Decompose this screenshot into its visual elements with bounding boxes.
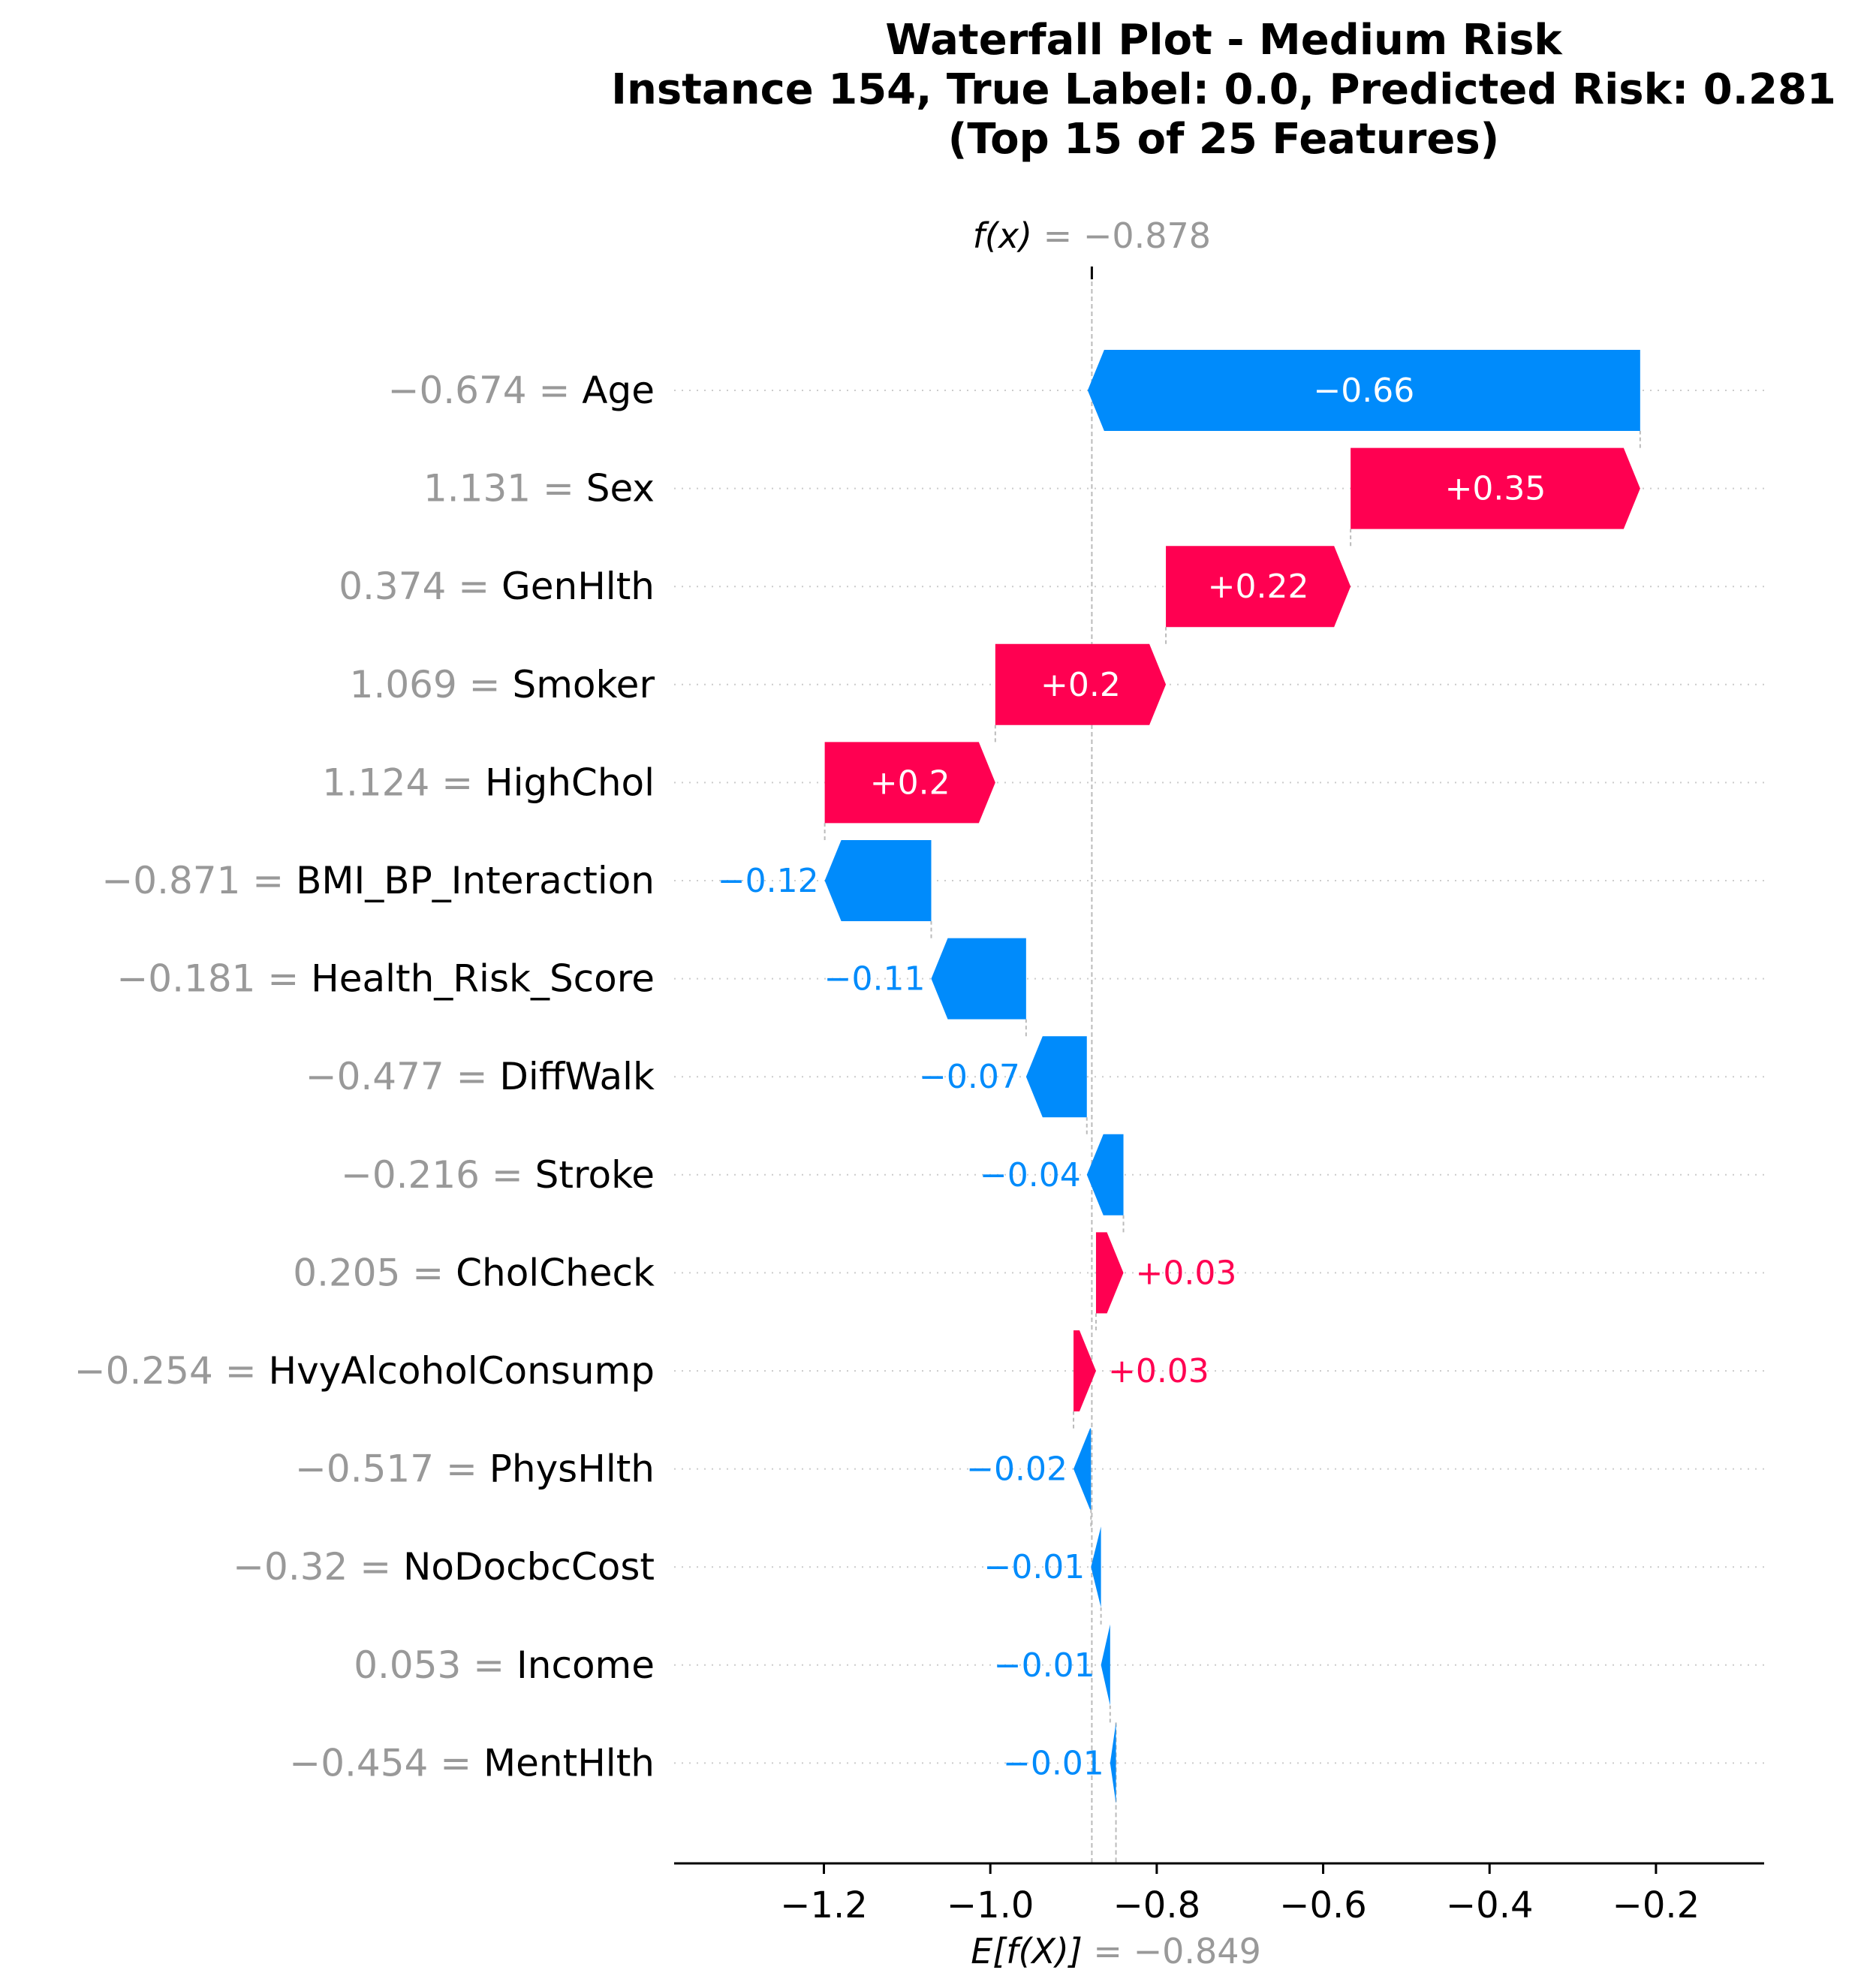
- waterfall-bar-menthlth: [1110, 1722, 1116, 1804]
- waterfall-bar-bmi-bp-interaction: [824, 840, 932, 921]
- feature-label: −0.254 = HvyAlcoholConsump: [74, 1349, 655, 1393]
- feature-value: −0.216 =: [341, 1153, 535, 1197]
- feature-label: 1.069 = Smoker: [350, 663, 655, 706]
- feature-name: NoDocbcCost: [403, 1545, 655, 1589]
- feature-label: 0.374 = GenHlth: [339, 565, 655, 608]
- feature-value: −0.477 =: [306, 1055, 500, 1098]
- feature-name: HvyAlcoholConsump: [268, 1349, 655, 1393]
- feature-value: 1.069 =: [350, 663, 513, 706]
- feature-label: −0.181 = Health_Risk_Score: [116, 957, 655, 1001]
- feature-name: Health_Risk_Score: [311, 957, 655, 1001]
- feature-label: 1.131 = Sex: [423, 467, 655, 511]
- feature-name: BMI_BP_Interaction: [296, 859, 655, 902]
- x-tick-label: −1.0: [947, 1884, 1034, 1926]
- waterfall-bar-highchol: [824, 742, 995, 824]
- feature-label: −0.871 = BMI_BP_Interaction: [101, 859, 655, 902]
- feature-name: DiffWalk: [499, 1055, 655, 1098]
- feature-value: 1.131 =: [423, 467, 586, 511]
- chart-title: Waterfall Plot - Medium Risk: [885, 16, 1563, 65]
- waterfall-bar-income: [1101, 1624, 1110, 1706]
- feature-name: Income: [516, 1643, 655, 1687]
- feature-value: −0.517 =: [295, 1447, 489, 1491]
- shap-value-label: −0.12: [718, 862, 819, 900]
- feature-label: −0.477 = DiffWalk: [306, 1055, 655, 1098]
- waterfall-bar-age: [1087, 350, 1640, 431]
- x-tick-label: −0.6: [1279, 1884, 1367, 1926]
- output-value-number: = −0.878: [1032, 215, 1211, 256]
- base-value-prefix: E[f(X)]: [971, 1931, 1083, 1971]
- x-tick-label: −0.8: [1113, 1884, 1201, 1926]
- feature-name: CholCheck: [456, 1251, 655, 1294]
- shap-value-label: +0.35: [1445, 470, 1546, 508]
- waterfall-bar-health-risk-score: [931, 938, 1026, 1020]
- feature-value: −0.674 =: [388, 369, 583, 412]
- waterfall-bar-smoker: [995, 643, 1167, 725]
- x-tick-label: −0.4: [1446, 1884, 1534, 1926]
- feature-value: 1.124 =: [322, 761, 485, 804]
- feature-label: 0.205 = CholCheck: [293, 1251, 655, 1294]
- feature-value: −0.254 =: [74, 1349, 269, 1393]
- waterfall-bar-stroke: [1086, 1134, 1124, 1215]
- feature-value: −0.871 =: [101, 859, 296, 902]
- x-tick-label: −1.2: [780, 1884, 868, 1926]
- waterfall-bar-hvyalcoholconsump: [1074, 1330, 1096, 1411]
- waterfall-bar-physhlth: [1074, 1428, 1092, 1510]
- feature-label: 0.053 = Income: [354, 1643, 655, 1687]
- shap-value-label: −0.07: [919, 1058, 1020, 1096]
- feature-label: −0.674 = Age: [388, 369, 655, 412]
- feature-name: Age: [582, 369, 655, 412]
- feature-label: −0.216 = Stroke: [341, 1153, 655, 1197]
- feature-name: Stroke: [535, 1153, 655, 1197]
- feature-label: 1.124 = HighChol: [322, 761, 655, 804]
- shap-value-label: +0.2: [1040, 666, 1121, 704]
- base-value-label: E[f(X)] = −0.849: [971, 1931, 1261, 1971]
- feature-name: HighChol: [485, 761, 655, 804]
- shap-value-label: −0.01: [983, 1548, 1085, 1586]
- feature-value: −0.454 =: [289, 1741, 483, 1785]
- shap-value-label: −0.02: [966, 1450, 1067, 1489]
- output-value-prefix: f(x): [973, 215, 1032, 256]
- feature-name: Sex: [586, 467, 655, 511]
- feature-name: GenHlth: [501, 565, 655, 608]
- base-value-number: = −0.849: [1083, 1931, 1261, 1971]
- shap-value-label: −0.11: [824, 960, 926, 999]
- chart-subtitle: Instance 154, True Label: 0.0, Predicted…: [611, 65, 1836, 114]
- waterfall-bar-sex: [1351, 447, 1640, 529]
- x-tick-label: −0.2: [1613, 1884, 1700, 1926]
- shap-value-label: −0.01: [1003, 1744, 1104, 1782]
- waterfall-bar-diffwalk: [1025, 1036, 1087, 1118]
- shap-value-label: +0.22: [1208, 568, 1309, 606]
- shap-value-label: −0.04: [980, 1156, 1081, 1194]
- chart-subtitle-features: (Top 15 of 25 Features): [948, 115, 1500, 164]
- feature-name: MentHlth: [483, 1741, 655, 1785]
- feature-name: Smoker: [512, 663, 655, 706]
- feature-label: −0.454 = MentHlth: [289, 1741, 655, 1785]
- waterfall-bar-cholcheck: [1095, 1232, 1124, 1314]
- output-value-label: f(x) = −0.878: [973, 215, 1211, 256]
- feature-label: −0.517 = PhysHlth: [295, 1447, 655, 1491]
- feature-value: 0.374 =: [339, 565, 501, 608]
- feature-value: −0.32 =: [233, 1545, 403, 1589]
- plot-area: −0.66 −0.674 = Age +0.35 1.131 = Sex +0.22 0.…: [74, 215, 1764, 1971]
- shap-value-label: −0.01: [994, 1646, 1095, 1685]
- shap-value-label: +0.03: [1136, 1254, 1237, 1292]
- feature-value: 0.053 =: [354, 1643, 516, 1687]
- feature-label: −0.32 = NoDocbcCost: [233, 1545, 655, 1589]
- feature-value: −0.181 =: [116, 957, 311, 1001]
- shap-value-label: −0.66: [1313, 372, 1414, 410]
- shap-value-label: +0.2: [870, 764, 950, 802]
- feature-value: 0.205 =: [293, 1251, 456, 1294]
- waterfall-bar-nodocbccost: [1091, 1526, 1101, 1608]
- shap-value-label: +0.03: [1108, 1352, 1209, 1390]
- feature-name: PhysHlth: [489, 1447, 655, 1491]
- waterfall-bar-genhlth: [1166, 546, 1351, 628]
